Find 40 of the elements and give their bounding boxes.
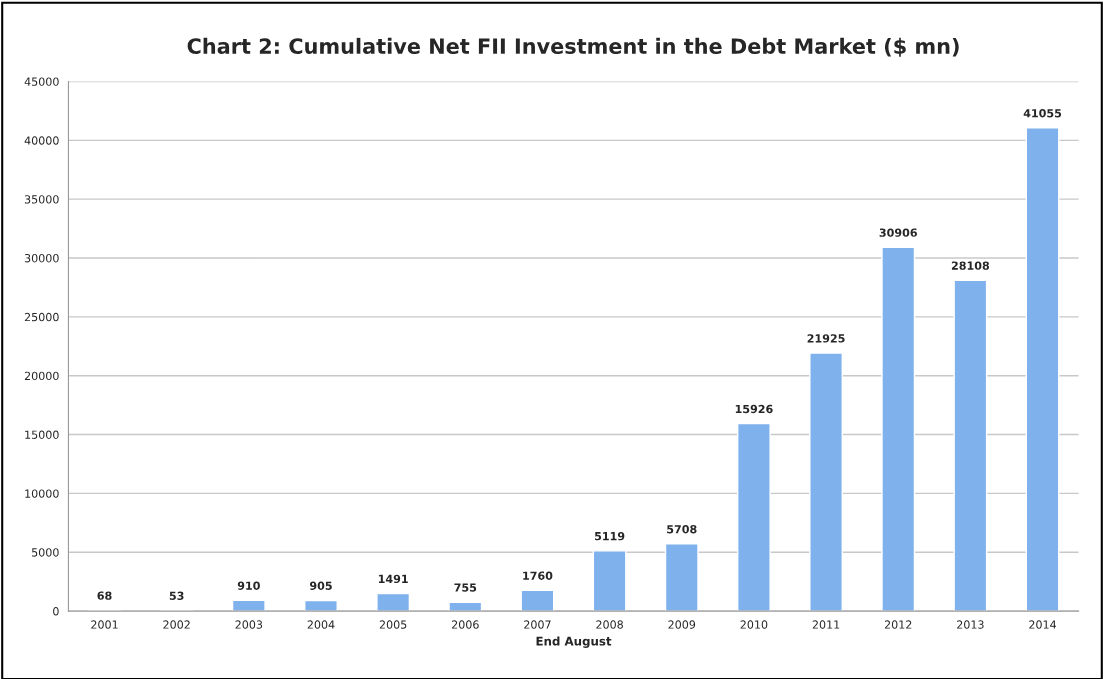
x-tick-label: 2005 <box>379 620 407 629</box>
y-tick-label: 35000 <box>24 195 59 204</box>
data-label: 5119 <box>595 531 625 541</box>
data-label: 910 <box>237 581 260 590</box>
data-label: 1760 <box>523 571 553 580</box>
data-label: 53 <box>169 591 184 600</box>
y-tick-label: 25000 <box>24 312 59 322</box>
x-axis-title: End August <box>536 636 612 648</box>
y-tick-label: 15000 <box>25 430 59 439</box>
x-tick-label: 2007 <box>524 620 551 629</box>
x-tick-label: 2003 <box>235 620 263 629</box>
x-tick-label: 2006 <box>451 620 479 629</box>
data-label: 755 <box>454 583 477 592</box>
y-tick-label: 10000 <box>25 489 59 498</box>
data-label: 30906 <box>879 228 917 237</box>
y-tick-label: 40000 <box>24 136 59 145</box>
data-label: 5708 <box>667 525 697 534</box>
data-label: 21925 <box>807 334 845 343</box>
y-tick-label: 5000 <box>32 548 59 557</box>
data-label: 68 <box>97 591 112 600</box>
x-tick-label: 2002 <box>163 620 190 629</box>
chart-title: Chart 2: Cumulative Net FII Investment in the Debt Market ($ mn) <box>187 37 959 57</box>
x-tick-label: 2011 <box>812 620 840 629</box>
x-tick-label: 2014 <box>1029 620 1057 629</box>
x-tick-label: 2009 <box>668 620 696 629</box>
data-label: 905 <box>309 581 332 590</box>
x-tick-label: 2010 <box>740 620 768 629</box>
x-tick-label: 2013 <box>957 620 984 629</box>
x-tick-label: 2001 <box>91 620 118 629</box>
y-tick-label: 30000 <box>24 253 59 263</box>
y-tick-label: 20000 <box>24 371 59 381</box>
data-label: 15926 <box>735 404 773 414</box>
x-tick-label: 2008 <box>596 620 623 629</box>
x-tick-label: 2012 <box>884 620 912 629</box>
y-tick-label: 45000 <box>24 77 59 86</box>
data-label: 41055 <box>1023 109 1062 118</box>
y-tick-label: 0 <box>53 607 59 616</box>
data-label: 1491 <box>378 574 408 584</box>
data-label: 28108 <box>951 261 990 270</box>
x-tick-label: 2004 <box>307 620 335 629</box>
